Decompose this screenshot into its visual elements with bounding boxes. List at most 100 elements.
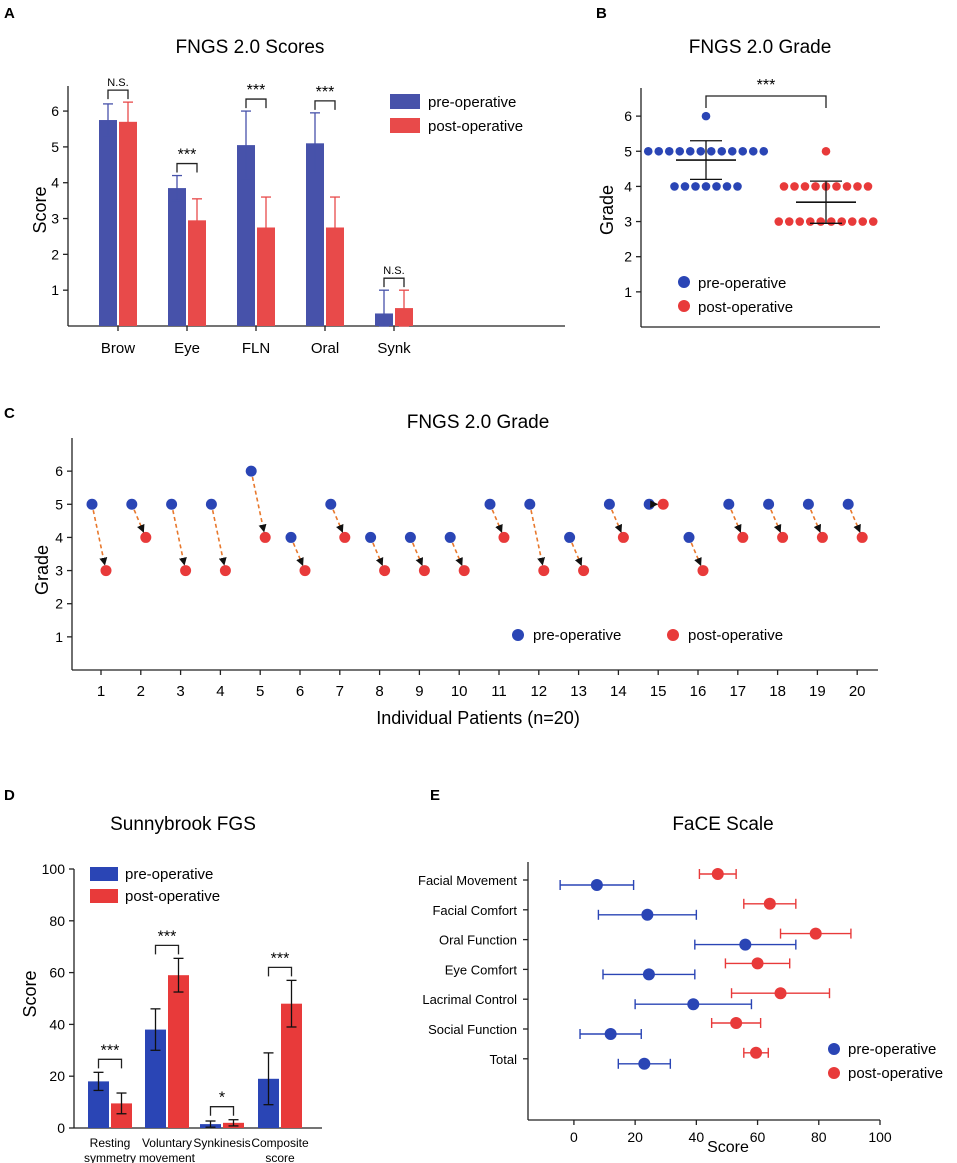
- panel-c-ylabel: Grade: [32, 545, 52, 595]
- panel-b-ytick-label: 3: [624, 214, 632, 230]
- panel-a-xtick-label: FLN: [242, 340, 270, 357]
- panel-c-xtick-label: 8: [375, 683, 383, 700]
- legend-e-pre-marker: [828, 1043, 840, 1055]
- panel-a-significance-label: ***: [178, 147, 197, 164]
- panel-c-point-post: [418, 565, 430, 577]
- panel-c-point-post: [697, 565, 709, 577]
- panel-b-point-post: [858, 217, 868, 226]
- panel-a-xtick-label: Oral: [311, 340, 339, 357]
- panel-c-point-pre: [723, 498, 735, 510]
- panel-e-point-post: [751, 957, 764, 970]
- panel-d-bar-pre: [145, 1029, 166, 1128]
- panel-c-change-arrow: [849, 509, 861, 533]
- panel-d-ytick-label: 60: [49, 965, 65, 981]
- panel-c-point-post: [578, 565, 590, 577]
- panel-c-xtick-label: 1: [97, 683, 105, 700]
- legend-d-post-swatch: [90, 889, 118, 903]
- panel-e-point-pre: [687, 998, 700, 1011]
- panel-e-point-pre: [642, 968, 655, 981]
- legend-c-post-label: post-operative: [688, 627, 783, 644]
- panel-e-ytick-label: Facial Movement: [418, 873, 517, 888]
- panel-a-xtick-label: Eye: [174, 340, 200, 357]
- panel-b-point-pre: [675, 146, 685, 156]
- panel-c-change-arrow: [571, 542, 583, 566]
- panel-c-xtick-label: 15: [650, 683, 667, 700]
- panel-c-point-pre: [444, 531, 456, 543]
- panel-c-point-pre: [484, 498, 496, 510]
- panel-e-xtick-label: 60: [750, 1129, 766, 1145]
- panel-d-significance-label: ***: [158, 928, 177, 945]
- panel-c-xtick-label: 14: [610, 683, 627, 700]
- panel-e-point-pre: [638, 1057, 651, 1070]
- panel-c-title: FNGS 2.0 Grade: [407, 412, 550, 433]
- panel-a-ytick-label: 3: [51, 211, 59, 227]
- panel-b-point-pre: [722, 182, 732, 191]
- panel-c-xtick-label: 20: [849, 683, 866, 700]
- panel-c-xtick-label: 16: [690, 683, 707, 700]
- panel-c-xtick-label: 6: [296, 683, 304, 700]
- panel-d-bar-post: [168, 975, 189, 1128]
- panel-c-change-arrow: [292, 542, 304, 566]
- panel-a-significance-bracket: [245, 98, 267, 109]
- panel-d-bar-post: [111, 1103, 132, 1128]
- panel-e-point-pre: [604, 1028, 617, 1040]
- legend-d-pre-swatch: [90, 867, 118, 881]
- panel-d-significance-bracket: [97, 1058, 123, 1069]
- panel-c-change-arrow: [451, 542, 463, 566]
- panel-label-b: B: [596, 5, 607, 22]
- panel-b-point-pre: [717, 146, 727, 156]
- panel-b-point-pre: [727, 146, 737, 156]
- panel-c-point-post: [816, 531, 828, 543]
- legend-c-post-marker: [667, 629, 679, 641]
- legend-b-post-label: post-operative: [698, 299, 793, 316]
- panel-b-point-pre: [670, 182, 679, 191]
- panel-e-point-pre: [739, 938, 752, 951]
- panel-e-xtick-label: 0: [570, 1129, 578, 1145]
- panel-c-point-pre: [564, 531, 576, 543]
- panel-c-point-pre: [524, 498, 536, 510]
- panel-e-title: FaCE Scale: [672, 814, 773, 835]
- panel-c-point-post: [458, 565, 470, 577]
- panel-d-xtick-label: Resting: [90, 1136, 131, 1150]
- panel-e-ytick-label: Oral Function: [439, 933, 517, 948]
- panel-a-significance-bracket: [107, 89, 129, 100]
- panel-c-ytick-label: 6: [55, 463, 63, 479]
- panel-d-significance-bracket: [209, 1106, 235, 1116]
- panel-c-change-arrow: [610, 509, 623, 533]
- panel-c-change-arrow: [809, 509, 822, 533]
- panel-c-point-pre: [842, 498, 854, 510]
- panel-b-point-pre: [664, 146, 674, 156]
- legend-a-pre-swatch: [390, 94, 420, 109]
- panel-e-point-pre: [590, 879, 603, 891]
- panel-a-significance-label: ***: [316, 84, 335, 101]
- panel-c-point-post: [180, 565, 192, 577]
- panel-a-ytick-label: 6: [51, 103, 59, 119]
- panel-b-point-post: [774, 217, 784, 226]
- panel-label-e: E: [430, 787, 440, 804]
- panel-b-point-post: [800, 182, 810, 191]
- panel-b-point-post: [837, 217, 847, 226]
- panel-c-change-arrow: [411, 542, 424, 566]
- panel-c-change-arrow: [491, 509, 503, 533]
- panel-a-ytick-label: 2: [51, 246, 59, 262]
- panel-b-title: FNGS 2.0 Grade: [689, 37, 832, 58]
- legend-c-pre-label: pre-operative: [533, 627, 621, 644]
- legend-b-pre-marker: [678, 276, 690, 288]
- panel-c-point-post: [657, 498, 669, 510]
- panel-a-ylabel: Score: [30, 186, 50, 233]
- panel-c-ytick-label: 2: [55, 596, 63, 612]
- panel-c-point-pre: [126, 498, 138, 510]
- panel-b-point-post: [816, 217, 826, 226]
- panel-d-xtick-label-line2: movement: [139, 1151, 196, 1163]
- chart-marks: 123456BrowN.S.Eye***FLN***Oral***SynkN.S…: [42, 77, 892, 1163]
- panel-c-point-pre: [325, 498, 337, 510]
- panel-d-ytick-label: 40: [49, 1016, 65, 1032]
- panel-c-xtick-label: 19: [809, 683, 826, 700]
- panel-c-point-post: [737, 531, 749, 543]
- panel-c-point-post: [856, 531, 868, 543]
- panel-d-bar-post: [281, 1003, 302, 1128]
- panel-e-point-post: [763, 897, 776, 910]
- panel-c-point-pre: [404, 531, 416, 543]
- panel-c-point-pre: [603, 498, 615, 510]
